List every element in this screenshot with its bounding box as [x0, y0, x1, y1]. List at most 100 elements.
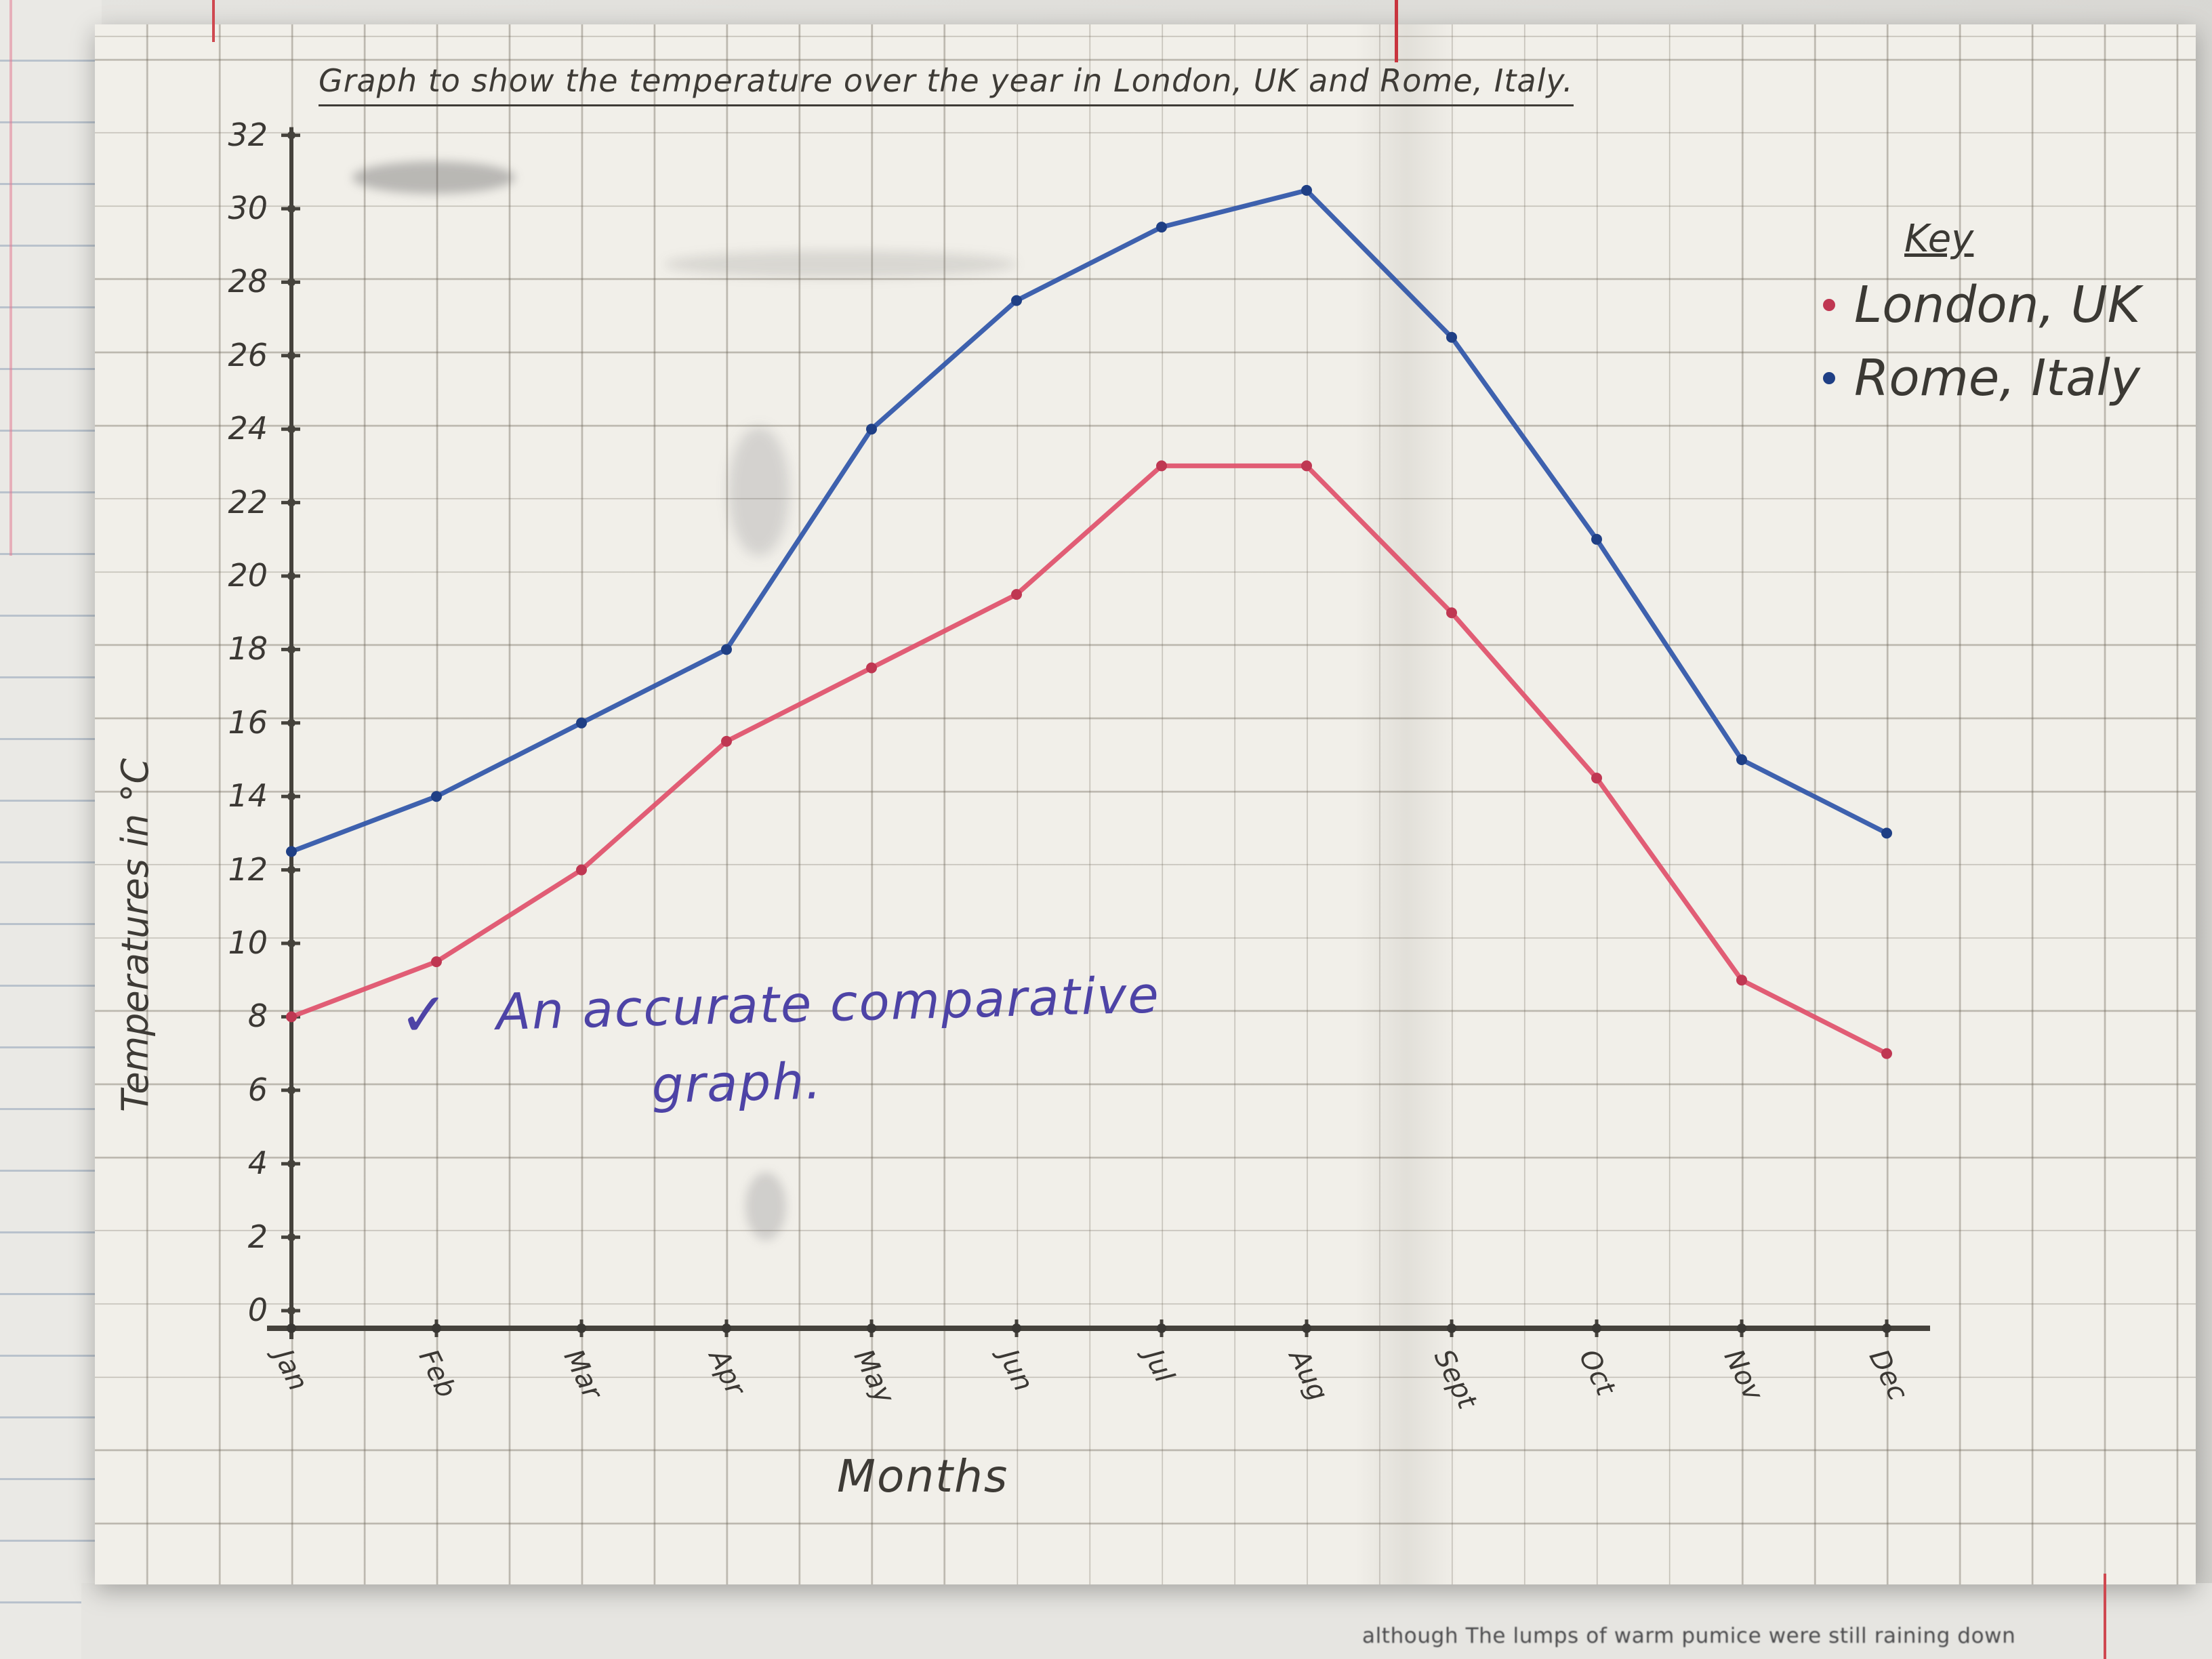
y-tick-label: 14: [228, 777, 268, 815]
x-tick-dot: [1737, 1324, 1746, 1333]
series-point: [1881, 1048, 1892, 1059]
y-tick-dot: [287, 939, 295, 947]
y-tick-label: 16: [228, 703, 268, 741]
y-tick-label: 26: [228, 336, 268, 373]
y-tick-label: 10: [228, 924, 268, 961]
chart-legend: Key London, UK Rome, Italy: [1823, 217, 2140, 407]
series-point: [431, 791, 442, 802]
series-point: [286, 1011, 297, 1023]
series-point: [1301, 184, 1312, 196]
series-point: [431, 956, 442, 968]
series-point: [1301, 460, 1312, 472]
y-axis-label: Temperatures in °C: [114, 758, 157, 1113]
y-tick-label: 2: [247, 1218, 268, 1255]
pencil-smudge: [729, 427, 790, 556]
y-tick-dot: [287, 792, 295, 801]
series-point: [866, 424, 877, 435]
series-point: [866, 662, 877, 674]
pencil-smudge: [745, 1172, 786, 1240]
y-tick-label: 4: [247, 1145, 268, 1182]
notebook-margin-line: [9, 0, 12, 556]
y-tick-label: 22: [228, 483, 268, 520]
y-tick-label: 8: [247, 998, 268, 1035]
legend-title: Key: [1904, 217, 1974, 261]
series-point: [1446, 607, 1457, 619]
y-tick-dot: [287, 645, 295, 654]
series-line-1: [289, 188, 1889, 854]
series-point: [721, 644, 732, 655]
y-tick-dot: [287, 131, 295, 140]
x-tick-dot: [577, 1324, 586, 1333]
legend-label-rome: Rome, Italy: [1854, 349, 2140, 407]
y-tick-dot: [287, 865, 295, 874]
series-point: [576, 717, 587, 729]
x-tick-dot: [432, 1324, 441, 1333]
y-tick-dot: [287, 718, 295, 727]
x-tick-dot: [1157, 1324, 1166, 1333]
y-tick-label: 20: [228, 557, 268, 594]
graph-paper-grid: [95, 24, 2196, 1584]
series-point: [1156, 460, 1167, 472]
y-tick-label: 32: [228, 116, 268, 153]
rome-series-dot-icon: [1823, 372, 1835, 384]
series-point: [1156, 222, 1167, 233]
y-tick-dot: [287, 498, 295, 507]
pencil-smudge: [664, 251, 1017, 278]
legend-entry-london: London, UK: [1823, 276, 2140, 334]
series-point: [1881, 827, 1892, 839]
notebook-ruled-paper: [0, 0, 102, 1659]
red-pen-mark: [212, 0, 215, 42]
series-point: [1736, 975, 1747, 986]
y-tick-label: 0: [247, 1292, 268, 1328]
series-point: [576, 864, 587, 876]
legend-entry-rome: Rome, Italy: [1823, 349, 2140, 407]
y-tick-label: 24: [228, 410, 268, 447]
series-point: [1011, 589, 1022, 600]
series-line-0: [289, 463, 1889, 1057]
legend-label-london: London, UK: [1854, 276, 2141, 334]
y-tick-dot: [287, 1307, 295, 1315]
series-point: [1446, 331, 1457, 343]
y-tick-dot: [287, 205, 295, 213]
x-tick-dot: [1012, 1324, 1021, 1333]
teacher-checkmark-icon: ✓: [398, 979, 450, 1050]
series-point: [286, 846, 297, 857]
x-tick-dot: [722, 1324, 731, 1333]
x-tick-dot: [1447, 1324, 1456, 1333]
pencil-smudge: [352, 161, 515, 194]
y-tick-label: 12: [228, 851, 268, 888]
y-tick-dot: [287, 278, 295, 287]
x-tick-dot: [287, 1324, 296, 1333]
series-point: [1591, 533, 1602, 545]
printed-book-text: although The lumps of warm pumice were s…: [1362, 1624, 2016, 1648]
y-tick-label: 28: [228, 263, 268, 300]
y-tick-dot: [287, 425, 295, 434]
paper-fold-shadow: [1355, 24, 1457, 1584]
chart-title: Graph to show the temperature over the y…: [319, 62, 1574, 106]
y-tick-label: 18: [228, 630, 268, 668]
x-tick-dot: [867, 1324, 876, 1333]
y-tick-dot: [287, 351, 295, 360]
y-tick-label: 30: [228, 190, 268, 226]
red-pen-mark: [1395, 0, 1398, 62]
series-point: [1736, 754, 1747, 765]
series-point: [721, 735, 732, 747]
x-tick-dot: [1592, 1324, 1601, 1333]
graph-paper-sheet: [95, 24, 2196, 1584]
x-axis-label: Months: [837, 1450, 1009, 1502]
london-series-dot-icon: [1823, 299, 1835, 311]
y-tick-label: 6: [247, 1071, 268, 1108]
x-tick-dot: [1882, 1324, 1891, 1333]
series-point: [1591, 773, 1602, 784]
series-point: [1011, 295, 1022, 306]
y-tick-dot: [287, 1086, 295, 1094]
x-tick-dot: [1302, 1324, 1311, 1333]
y-tick-dot: [287, 1160, 295, 1168]
notebook-page-bottom: [81, 1583, 2212, 1659]
red-pen-mark: [2104, 1574, 2106, 1659]
teacher-annotation: ✓ An accurate comparative graph.: [398, 966, 1163, 1121]
y-tick-dot: [287, 1233, 295, 1242]
